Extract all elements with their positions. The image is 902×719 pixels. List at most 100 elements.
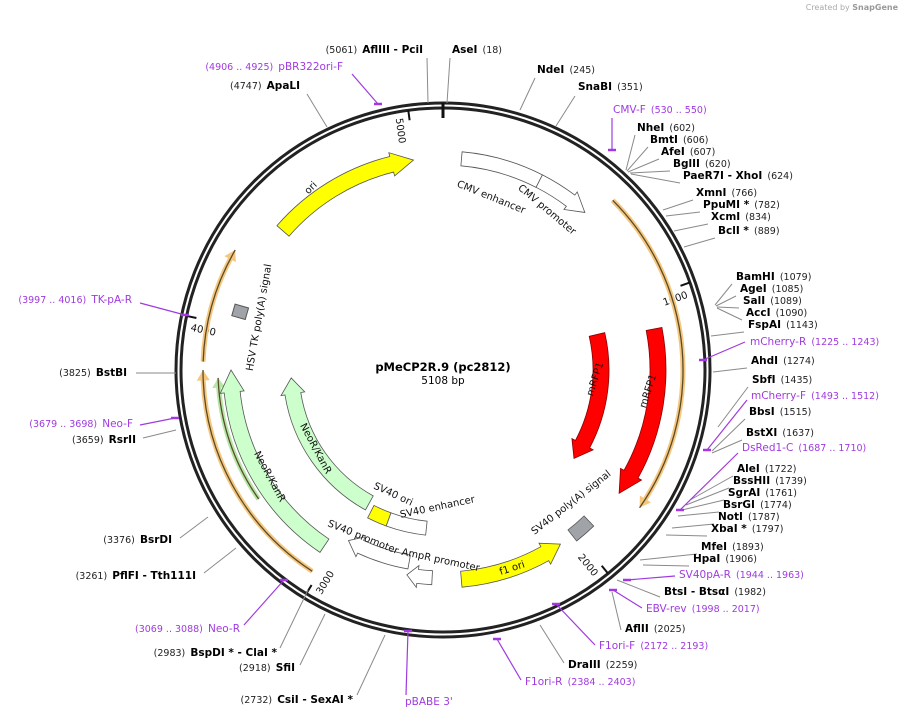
dark-green-annotation-arc <box>212 377 261 501</box>
enzyme-site-label[interactable]: (2983) BspDI * - ClaI * <box>154 641 278 660</box>
leader-line <box>665 534 708 537</box>
enzyme-site-label[interactable]: MfeI (1893) <box>701 535 764 554</box>
feature-sv40-promoter[interactable] <box>347 536 411 570</box>
enzyme-site-label[interactable]: (5061) AflIII - PciI <box>326 38 423 57</box>
enzyme-name: AccI <box>746 307 770 319</box>
enzyme-site-label[interactable]: BbsI (1515) <box>749 400 811 419</box>
primer-label[interactable]: CMV-F (530 .. 550) <box>613 98 707 117</box>
enzyme-site-label[interactable]: BsrGI (1774) <box>723 493 792 512</box>
enzyme-site-label[interactable]: XcmI (834) <box>711 205 771 224</box>
cut-position: (1774) <box>760 500 792 511</box>
enzyme-site-label[interactable]: SalI (1089) <box>743 289 802 308</box>
enzyme-site-label[interactable]: FspAI (1143) <box>748 313 818 332</box>
primer-label[interactable]: SV40pA-R (1944 .. 1963) <box>679 563 804 582</box>
primer-range: (3679 .. 3698) <box>29 419 97 430</box>
enzyme-site-label[interactable]: AgeI (1085) <box>740 277 803 296</box>
enzyme-name: SfiI <box>276 662 295 674</box>
leader-line <box>673 223 709 232</box>
enzyme-site-label[interactable]: (2732) CsiI - SexAI * <box>241 688 354 707</box>
feature-mrfp1[interactable] <box>571 332 610 459</box>
primer-label[interactable]: F1ori-R (2384 .. 2403) <box>525 670 635 689</box>
enzyme-site-label[interactable]: (4747) ApaLI <box>230 74 300 93</box>
feature-ampr-promoter[interactable] <box>406 564 433 589</box>
cut-position: (1079) <box>780 272 812 283</box>
enzyme-site-label[interactable]: (3261) PflFI - Tth111I <box>76 564 196 583</box>
enzyme-name: BbsI <box>749 406 775 418</box>
enzyme-site-label[interactable]: SnaBI (351) <box>578 75 643 94</box>
primer-label[interactable]: mCherry-R (1225 .. 1243) <box>750 330 879 349</box>
cut-position: (1515) <box>780 407 812 418</box>
feature-mrfp1[interactable] <box>618 326 667 495</box>
enzyme-site-label[interactable]: AhdI (1274) <box>751 349 815 368</box>
plasmid-backbone <box>174 101 712 639</box>
enzyme-name: DraIII <box>568 659 601 671</box>
feature-sv40-poly-a-signal[interactable] <box>567 515 595 542</box>
enzyme-site-label[interactable]: NotI (1787) <box>718 505 780 524</box>
tick-label: 4000 <box>190 323 217 339</box>
enzyme-site-label[interactable]: AfeI (607) <box>661 140 715 159</box>
cut-position: (1906) <box>725 554 757 565</box>
primer-label[interactable]: EBV-rev (1998 .. 2017) <box>646 597 760 616</box>
enzyme-site-label[interactable]: BstXI (1637) <box>746 421 814 440</box>
tick-label: 5000 <box>393 117 407 144</box>
snapgene-credit: Created by SnapGene <box>806 3 898 12</box>
primer-label[interactable]: pBABE 3' <box>405 696 453 708</box>
enzyme-site-label[interactable]: HpaI (1906) <box>693 547 757 566</box>
primer-label[interactable]: (4906 .. 4925) pBR322ori-F <box>205 55 343 74</box>
leader-line <box>642 564 690 567</box>
enzyme-site-label[interactable]: SbfI (1435) <box>752 368 812 387</box>
enzyme-site-label[interactable]: BmtI (606) <box>650 128 709 147</box>
leader-line <box>671 523 715 529</box>
primer-label[interactable]: (3679 .. 3698) Neo-F <box>29 412 133 431</box>
enzyme-site-label[interactable]: DraIII (2259) <box>568 653 637 672</box>
feature-sv40-ori[interactable] <box>367 504 392 527</box>
enzyme-site-label[interactable]: BclI * (889) <box>718 219 780 238</box>
feature-f1-ori[interactable] <box>460 542 562 588</box>
enzyme-site-label[interactable]: (3825) BstBI <box>59 361 127 380</box>
cut-position: (1787) <box>748 512 780 523</box>
leader-line <box>716 306 740 309</box>
primer-label[interactable]: DsRed1-C (1687 .. 1710) <box>742 436 866 455</box>
enzyme-site-label[interactable]: XmnI (766) <box>696 181 757 200</box>
enzyme-name: AseI <box>452 44 477 56</box>
enzyme-site-label[interactable]: BglII (620) <box>673 152 731 171</box>
plasmid-name: pMeCP2R.9 (pc2812) <box>375 360 510 374</box>
enzyme-site-label[interactable]: NheI (602) <box>637 116 695 135</box>
feature-neor-kanr[interactable] <box>219 369 330 553</box>
cut-position: (1274) <box>783 356 815 367</box>
enzyme-site-label[interactable]: BssHII (1739) <box>733 469 807 488</box>
primer-range: (530 .. 550) <box>651 105 707 116</box>
feature-cmv-enhancer[interactable] <box>460 151 543 188</box>
feature-neor-kanr[interactable] <box>280 377 374 511</box>
feature-sv40-enhancer[interactable] <box>385 512 428 536</box>
site-labels: AseI (18) NdeI (245)SnaBI (351) NheI (602)… <box>18 38 879 708</box>
primer-label[interactable]: (3997 .. 4016) TK-pA-R <box>18 288 132 307</box>
primer-range: (1687 .. 1710) <box>798 443 866 454</box>
primer-label[interactable]: (3069 .. 3088) Neo-R <box>135 617 240 636</box>
enzyme-name: NheI <box>637 122 664 134</box>
primer-label[interactable]: mCherry-F (1493 .. 1512) <box>751 384 879 403</box>
enzyme-site-label[interactable]: (3659) RsrII <box>72 428 136 447</box>
enzyme-site-label[interactable]: PpuMI * (782) <box>703 193 780 212</box>
enzyme-site-label[interactable]: PaeR7I - XhoI (624) <box>683 164 793 183</box>
feature-cmv-promoter[interactable] <box>535 174 586 213</box>
enzyme-site-label[interactable]: NdeI (245) <box>537 58 595 77</box>
leader-line <box>306 93 328 128</box>
primer-name: SV40pA-R <box>679 569 731 581</box>
enzyme-site-label[interactable]: SgrAI (1761) <box>728 481 797 500</box>
enzyme-site-label[interactable]: AseI (18) <box>452 38 502 57</box>
enzyme-site-label[interactable]: XbaI * (1797) <box>711 517 783 536</box>
enzyme-site-label[interactable]: AccI (1090) <box>746 301 807 320</box>
enzyme-site-label[interactable]: BamHI (1079) <box>736 265 811 284</box>
enzyme-site-label[interactable]: (2918) SfiI <box>239 656 295 675</box>
enzyme-site-label[interactable]: AflII (2025) <box>625 617 685 636</box>
enzyme-site-label[interactable]: AleI (1722) <box>737 457 796 476</box>
feature-ori[interactable] <box>276 152 415 237</box>
feature-hsv-tk-polya-signal[interactable] <box>231 303 250 321</box>
primer-label[interactable]: F1ori-F (2172 .. 2193) <box>599 634 708 653</box>
leader-lines <box>136 57 749 696</box>
enzyme-site-label[interactable]: (3376) BsrDI <box>103 528 172 547</box>
enzyme-site-label[interactable]: BtsI - BtsαI (1982) <box>664 580 766 599</box>
leader-line <box>665 211 701 217</box>
leader-line <box>629 170 671 174</box>
